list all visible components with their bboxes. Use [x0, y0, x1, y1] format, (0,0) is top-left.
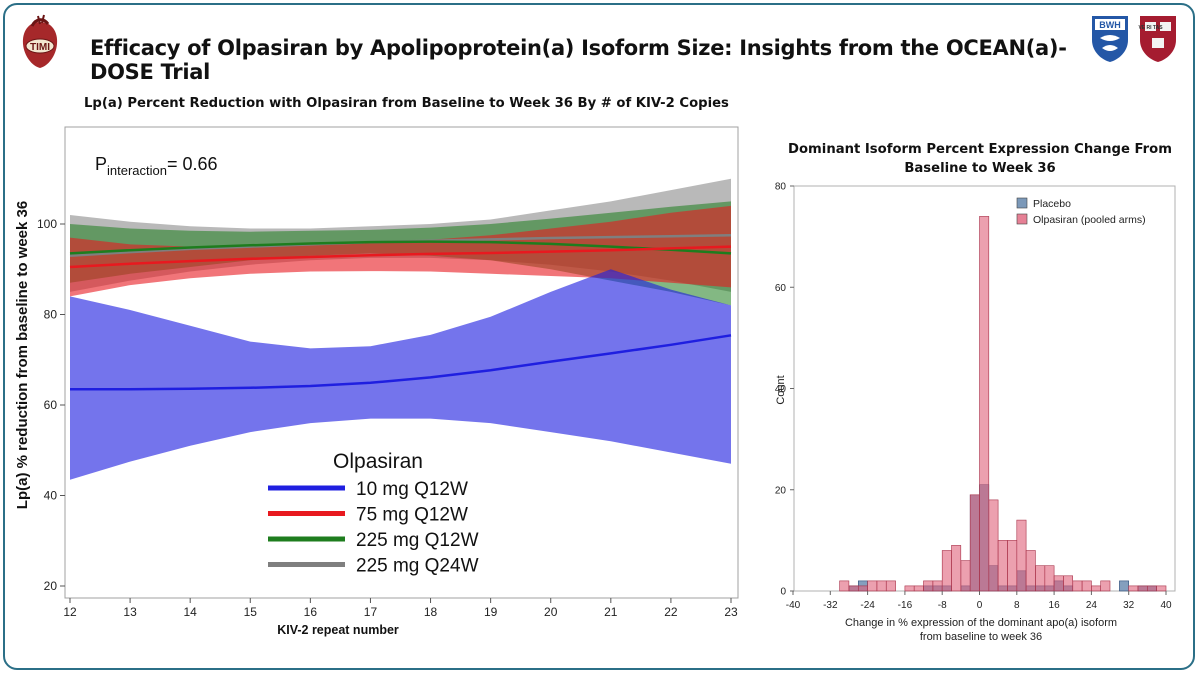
x-tick-label: 40	[1160, 600, 1172, 611]
histogram-bar-olpasiran	[1044, 565, 1055, 592]
x-tick-label: 14	[184, 605, 198, 619]
legend-label-1: 75 mg Q12W	[356, 505, 468, 526]
series-line-0	[70, 334, 732, 391]
histogram-bar-olpasiran	[923, 580, 934, 592]
right-chart-title: Dominant Isoform Percent Expression Chan…	[788, 142, 1172, 176]
y-tick-label: 60	[775, 283, 787, 294]
slide-frame	[3, 3, 1195, 670]
histogram-bar-olpasiran	[904, 585, 915, 592]
legend-label-2: 225 mg Q12W	[356, 530, 479, 551]
histogram-bar-olpasiran	[1063, 575, 1074, 592]
bwh-logo: BWH	[1090, 14, 1130, 69]
histogram-bar-olpasiran	[979, 216, 990, 592]
legend-swatch-1	[1016, 213, 1028, 225]
histogram-bar-olpasiran	[857, 585, 868, 592]
histogram-bar-olpasiran	[885, 580, 896, 592]
kiv2-reduction-chart: 12 13 14 15 16 17 18 19 20 21 22 23 20 40 60 80 100 Pin…	[14, 126, 739, 637]
histogram-bar-olpasiran	[1137, 585, 1148, 592]
histogram-bar-olpasiran	[960, 560, 971, 592]
histogram-bar-olpasiran	[1016, 519, 1027, 592]
left-y-axis-label: Lp(a) % reduction from baseline to week …	[14, 201, 31, 509]
harvard-logo-text: VE RI TAS	[1138, 25, 1163, 31]
histogram-bar-olpasiran	[997, 540, 1008, 592]
slide-title: Efficacy of Olpasiran by Apolipoprotein(…	[90, 36, 1067, 84]
histogram-bar-olpasiran	[1053, 575, 1064, 592]
x-tick-label: 18	[424, 605, 438, 619]
legend-label-0: Placebo	[1033, 198, 1071, 210]
x-tick-label: -40	[786, 600, 801, 611]
harvard-logo: VE RI TAS	[1138, 14, 1178, 69]
x-tick-label: -16	[898, 600, 913, 611]
timi-logo: TIMI	[18, 12, 62, 77]
legend-label-3: 225 mg Q24W	[356, 556, 479, 577]
histogram-bar-olpasiran	[941, 550, 952, 592]
histogram-bar-olpasiran	[1007, 540, 1018, 592]
x-tick-label: 16	[1049, 600, 1061, 611]
histogram-bar-olpasiran	[1081, 580, 1092, 592]
ci-band-1	[70, 205, 731, 297]
histogram-bar-placebo	[1119, 580, 1130, 592]
histogram-bar-olpasiran	[1156, 585, 1167, 592]
histogram-bar-olpasiran	[1128, 585, 1139, 592]
timi-logo-text: TIMI	[30, 42, 50, 53]
left-chart-title: Lp(a) Percent Reduction with Olpasiran f…	[84, 96, 729, 111]
histogram-bar-olpasiran	[1091, 585, 1102, 592]
histogram-bar-olpasiran	[988, 499, 999, 592]
x-tick-label: -24	[860, 600, 875, 611]
histogram-bar-olpasiran	[1025, 550, 1036, 592]
right-legend: Placebo Olpasiran (pooled arms)	[1016, 197, 1146, 226]
x-tick-label: 22	[664, 605, 678, 619]
left-x-axis-label: KIV-2 repeat number	[277, 623, 399, 637]
legend-label-1: Olpasiran (pooled arms)	[1033, 214, 1146, 226]
histogram-bar-olpasiran	[1147, 585, 1157, 592]
x-tick-label: -32	[823, 600, 838, 611]
histogram-bar-olpasiran	[1072, 580, 1083, 592]
series-line-1	[69, 245, 732, 269]
right-x-axis-label: Change in % expression of the dominant a…	[845, 617, 1117, 643]
legend-title: Olpasiran	[333, 450, 423, 473]
histogram-bar-olpasiran	[932, 580, 943, 592]
x-tick-label: -8	[938, 600, 947, 611]
x-tick-label: 13	[123, 605, 137, 619]
y-tick-label: 20	[775, 485, 787, 496]
y-tick-label: 100	[37, 217, 57, 231]
legend-swatch-0	[1016, 197, 1028, 209]
histogram-bar-olpasiran	[969, 494, 980, 592]
left-legend: Olpasiran 10 mg Q12W 75 mg Q12W 225 mg Q12…	[258, 442, 510, 578]
y-tick-label: 20	[44, 579, 58, 593]
right-y-axis-label: Count	[775, 375, 787, 404]
x-tick-label: 0	[977, 600, 983, 611]
x-tick-label: 24	[1086, 600, 1098, 611]
y-tick-label: 80	[44, 308, 58, 322]
y-tick-label: 60	[44, 398, 58, 412]
histogram-bar-olpasiran	[876, 580, 887, 592]
legend-label-0: 10 mg Q12W	[356, 479, 468, 500]
histogram-bar-olpasiran	[1035, 565, 1046, 592]
x-tick-label: 32	[1123, 600, 1135, 611]
x-tick-label: 20	[544, 605, 558, 619]
series-line-2	[69, 240, 732, 255]
x-tick-label: 21	[604, 605, 618, 619]
x-tick-label: 15	[244, 605, 258, 619]
bwh-logo-text: BWH	[1099, 20, 1121, 30]
x-tick-label: 19	[484, 605, 498, 619]
histogram-bar-olpasiran	[839, 580, 850, 592]
y-tick-label: 80	[775, 182, 787, 193]
x-tick-label: 8	[1014, 600, 1020, 611]
y-tick-label: 0	[780, 587, 786, 598]
histogram-bar-olpasiran	[913, 585, 924, 592]
ci-band-0	[70, 269, 731, 480]
p-interaction-annotation: Pinteraction= 0.66	[95, 154, 218, 178]
x-tick-label: 23	[724, 605, 738, 619]
histogram-bar-olpasiran	[1100, 580, 1111, 592]
histogram-bar-olpasiran	[867, 580, 878, 592]
x-tick-label: 16	[304, 605, 318, 619]
x-tick-label: 17	[364, 605, 378, 619]
histogram-bar-olpasiran	[848, 585, 859, 592]
histogram-bar-olpasiran	[951, 545, 962, 592]
y-tick-label: 40	[44, 489, 58, 503]
x-tick-label: 12	[63, 605, 77, 619]
y-tick-label: 40	[775, 384, 787, 395]
